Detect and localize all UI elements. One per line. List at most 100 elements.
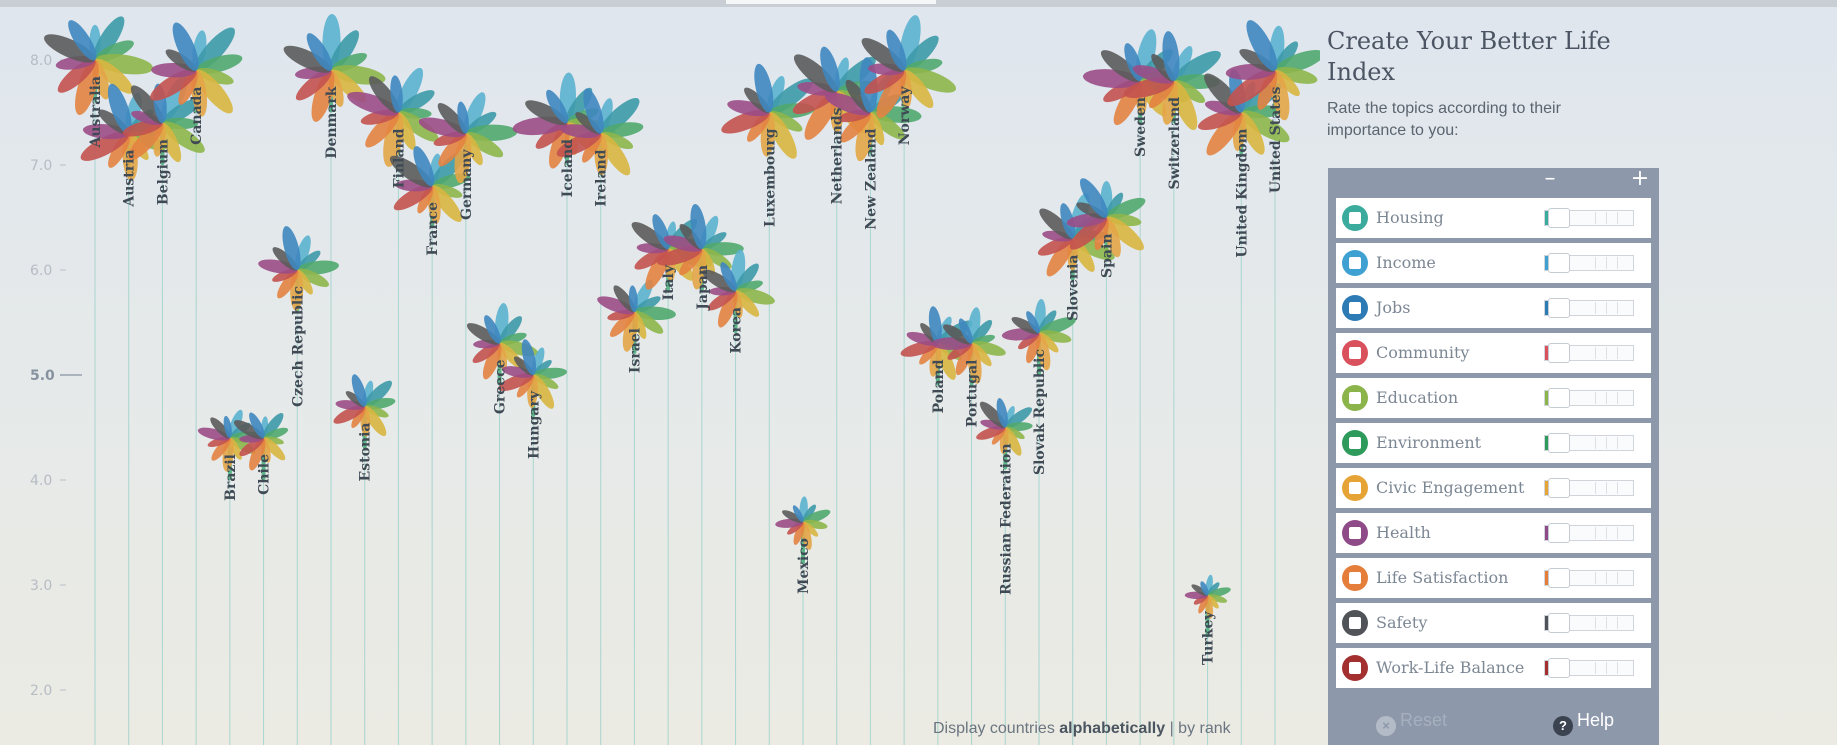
topic-slider[interactable] <box>1544 208 1634 228</box>
country-labels-layer: Australia Austria Belgium Canada Brazil Chile… <box>88 76 1284 665</box>
flower-petal <box>211 437 231 461</box>
country-label[interactable]: Belgium <box>155 139 171 205</box>
topic-slider[interactable] <box>1544 613 1634 633</box>
flower[interactable] <box>41 12 155 117</box>
country-label[interactable]: Estonia <box>358 423 374 482</box>
topic-slider[interactable] <box>1544 523 1634 543</box>
slider-handle[interactable] <box>1548 613 1570 633</box>
country-label[interactable]: Italy <box>661 264 677 300</box>
country-label[interactable]: United Kingdom <box>1234 128 1250 257</box>
flower-petal <box>1274 67 1318 84</box>
country-label[interactable]: France <box>425 202 441 256</box>
flower[interactable] <box>464 302 539 381</box>
country-label[interactable]: Mexico <box>796 538 812 594</box>
flower[interactable] <box>1184 574 1232 619</box>
flower[interactable] <box>1122 30 1225 133</box>
country-label[interactable]: Czech Republic <box>290 286 306 407</box>
country-label[interactable]: Luxembourg <box>762 128 778 227</box>
flowers-layer[interactable] <box>41 12 1320 619</box>
flower[interactable] <box>554 86 645 179</box>
reset-button[interactable]: × Reset <box>1376 710 1447 736</box>
country-label[interactable]: Greece <box>493 359 509 414</box>
help-button[interactable]: ? Help <box>1553 710 1614 736</box>
country-label[interactable]: Canada <box>189 87 205 145</box>
flower[interactable] <box>1001 298 1078 372</box>
slider-handle[interactable] <box>1548 253 1570 273</box>
slider-handle[interactable] <box>1548 568 1570 588</box>
country-label[interactable]: New Zealand <box>863 128 879 229</box>
flower[interactable] <box>775 496 832 551</box>
country-label[interactable]: Poland <box>931 359 947 413</box>
topic-slider[interactable] <box>1544 478 1634 498</box>
country-label[interactable]: Portugal <box>965 360 981 428</box>
country-label[interactable]: Netherlands <box>830 107 846 204</box>
country-label[interactable]: Slovak Republic <box>1032 349 1048 475</box>
topic-slider[interactable] <box>1544 658 1634 678</box>
country-label[interactable]: Turkey <box>1201 611 1217 665</box>
flower[interactable] <box>1223 16 1320 122</box>
top-bar-handle[interactable] <box>726 0 936 4</box>
country-label[interactable]: Spain <box>1099 234 1115 278</box>
slider-handle[interactable] <box>1548 433 1570 453</box>
topic-slider[interactable] <box>1544 388 1634 408</box>
country-label[interactable]: Chile <box>257 454 273 495</box>
flower[interactable] <box>231 410 289 472</box>
country-label[interactable]: Sweden <box>1133 97 1149 157</box>
flower[interactable] <box>146 19 244 118</box>
flower-petal <box>396 67 424 113</box>
flower[interactable] <box>595 277 676 353</box>
slider-handle[interactable] <box>1548 478 1570 498</box>
country-label[interactable]: Finland <box>391 128 407 188</box>
flower[interactable] <box>1066 175 1149 259</box>
country-label[interactable]: Slovenia <box>1066 255 1082 321</box>
increase-all-button[interactable]: + <box>1630 166 1650 191</box>
flower[interactable] <box>280 13 386 124</box>
topic-slider[interactable] <box>1544 253 1634 273</box>
sort-alphabetically-link[interactable]: alphabetically <box>1059 720 1166 737</box>
country-label[interactable]: Norway <box>897 86 913 146</box>
slider-handle[interactable] <box>1548 343 1570 363</box>
country-label[interactable]: Russian Federation <box>998 444 1014 596</box>
y-tick-label: 2.0 <box>30 683 52 699</box>
decrease-all-button[interactable]: – <box>1544 166 1556 191</box>
topic-slider[interactable] <box>1544 343 1634 363</box>
y-axis: 2.0 3.0 4.0 5.0 6.0 7.0 8.0 <box>30 53 82 699</box>
country-label[interactable]: Austria <box>122 150 138 208</box>
topic-row: Environment <box>1336 423 1651 463</box>
flower[interactable] <box>700 249 777 330</box>
slider-handle[interactable] <box>1548 208 1570 228</box>
country-label[interactable]: Germany <box>459 149 475 220</box>
slider-handle[interactable] <box>1548 658 1570 678</box>
country-label[interactable]: United States <box>1268 86 1284 193</box>
country-label[interactable]: Brazil <box>223 454 239 501</box>
flower[interactable] <box>857 13 959 121</box>
country-label[interactable]: Australia <box>88 76 104 149</box>
slider-handle[interactable] <box>1548 388 1570 408</box>
country-label[interactable]: Korea <box>729 307 745 354</box>
flower[interactable] <box>331 373 396 439</box>
help-label: Help <box>1577 710 1615 730</box>
flower-petal <box>263 437 286 461</box>
flower[interactable] <box>931 306 1007 384</box>
topic-slider[interactable] <box>1544 433 1634 453</box>
country-label[interactable]: Denmark <box>324 86 340 158</box>
topic-slider[interactable] <box>1544 298 1634 318</box>
topic-label: Community <box>1376 343 1470 362</box>
flower-petal <box>466 323 500 345</box>
country-label[interactable]: Switzerland <box>1167 97 1183 190</box>
country-label[interactable]: Israel <box>627 328 643 373</box>
topic-slider[interactable] <box>1544 568 1634 588</box>
flower[interactable] <box>417 90 518 184</box>
country-label[interactable]: Japan <box>695 265 711 312</box>
slider-handle[interactable] <box>1548 523 1570 543</box>
flower[interactable] <box>975 397 1035 458</box>
country-label[interactable]: Ireland <box>594 149 610 206</box>
slider-handle[interactable] <box>1548 298 1570 318</box>
flower[interactable] <box>345 65 443 169</box>
flower[interactable] <box>386 144 472 226</box>
flower[interactable] <box>496 338 567 412</box>
flower[interactable] <box>257 224 340 311</box>
country-label[interactable]: Hungary <box>526 390 542 459</box>
sort-by-rank-link[interactable]: by rank <box>1178 720 1231 737</box>
country-label[interactable]: Iceland <box>560 139 576 198</box>
